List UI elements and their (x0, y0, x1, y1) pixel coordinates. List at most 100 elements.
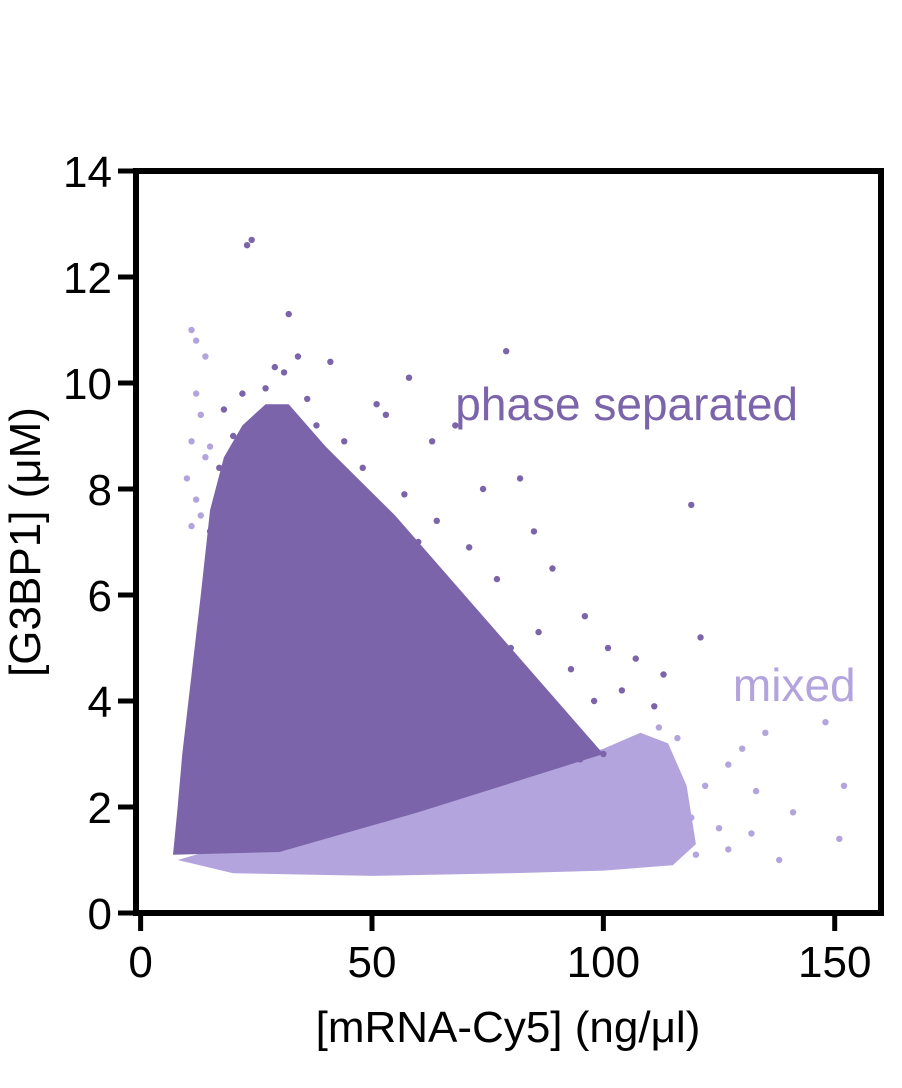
phase-separated-point (280, 369, 288, 376)
mixed-point (692, 851, 700, 858)
phase-separated-point (285, 310, 292, 318)
y-tick-label: 6 (88, 572, 112, 621)
phase-separated-point (174, 846, 181, 853)
phase-separated-point (660, 671, 667, 678)
phase-separated-point (262, 385, 269, 392)
phase-separated-point (401, 491, 408, 498)
phase-separated-point (290, 448, 297, 456)
phase-separated-point (373, 401, 380, 408)
phase-separated-point (493, 575, 501, 583)
phase-separated-point (391, 570, 399, 577)
mixed-point (192, 390, 200, 397)
y-axis-title: [G3BP1] (μM) (1, 407, 50, 677)
phase-separated-point (243, 242, 251, 249)
mixed-point (655, 724, 663, 731)
mixed-point (762, 729, 769, 736)
mixed-point (188, 326, 195, 334)
phase-separated-point (502, 348, 510, 355)
phase-separated-point (202, 591, 209, 599)
phase-separated-point (470, 666, 477, 673)
phase-separated-point (304, 395, 311, 403)
phase-separated-point (600, 750, 607, 758)
mixed-point (725, 761, 732, 768)
mixed-point (688, 814, 695, 821)
mixed-point (188, 438, 195, 445)
y-tick-label: 8 (88, 466, 112, 515)
mixed-point (202, 353, 209, 360)
x-tick-label: 50 (348, 938, 397, 987)
phase-separated-point (452, 422, 459, 429)
phase-separated-point (327, 358, 334, 365)
phase-separated-point (530, 528, 538, 535)
mixed-point (197, 512, 204, 519)
phase-separated-point (632, 655, 639, 662)
phase-separated-point (442, 634, 450, 641)
phase-separated-point (549, 565, 556, 572)
phase-separated-point (507, 644, 515, 652)
mixed-point (674, 734, 681, 742)
annotation-phase: phase separated (455, 378, 798, 430)
y-tick-label: 0 (88, 890, 112, 939)
mixed-point (840, 782, 848, 789)
phase-separated-point (688, 501, 695, 509)
mixed-point (822, 719, 829, 726)
mixed-point (188, 522, 195, 530)
phase-separated-point (465, 544, 473, 551)
phase-separated-point (183, 793, 191, 800)
phase-separated-point (502, 697, 510, 705)
mixed-point (738, 745, 746, 752)
phase-separated-point (415, 538, 422, 546)
mixed-point (715, 825, 723, 832)
x-tick-label: 100 (567, 938, 640, 987)
phase-separated-point (313, 422, 320, 429)
phase-separated-point (479, 485, 487, 493)
data-points (174, 236, 848, 864)
phase-separated-point (604, 644, 612, 652)
phase-separated-point (382, 411, 390, 418)
x-tick-label: 0 (128, 938, 152, 987)
mixed-point (192, 496, 200, 503)
phase-separated-point (206, 528, 214, 535)
mixed-point (752, 787, 760, 795)
y-tick-label: 12 (63, 254, 112, 303)
phase-separated-point (188, 750, 195, 758)
phase-separated-point (526, 719, 533, 726)
mixed-point (836, 835, 843, 842)
phase-separated-point (618, 687, 626, 694)
phase-separated-point (179, 825, 186, 832)
phase-separated-point (294, 353, 302, 360)
phase-separated-point (359, 464, 366, 471)
x-tick-label: 150 (798, 938, 871, 987)
x-axis-ticks: 0 50 100 150 (128, 913, 871, 987)
mixed-point (775, 856, 783, 864)
plot-frame (133, 168, 884, 916)
phase-separated-point (651, 703, 658, 710)
density-clusters (173, 404, 696, 876)
phase-separated-point (341, 438, 348, 445)
phase-separated-point (192, 697, 200, 705)
mixed-point (789, 809, 797, 816)
phase-separated-point (590, 697, 598, 705)
mixed-point (701, 782, 709, 789)
mixed-point (206, 443, 214, 450)
mixed-point (197, 411, 204, 418)
phase-separated-point (428, 438, 436, 445)
phase-separated-point (433, 517, 440, 524)
phase-separated-point (350, 533, 357, 540)
phase-separated-cluster (173, 404, 604, 855)
phase-separated-point (405, 374, 413, 381)
phase-separated-point (248, 236, 255, 244)
phase-separated-point (216, 464, 223, 471)
x-axis-title: [mRNA-Cy5] (ng/μl) (316, 1003, 701, 1052)
mixed-point (641, 766, 649, 774)
phase-separated-point (577, 756, 584, 763)
phase-separated-point (197, 644, 204, 652)
y-tick-label: 14 (63, 148, 112, 197)
y-tick-label: 4 (88, 678, 112, 727)
phase-separated-point (271, 363, 279, 371)
phase-separated-point (239, 390, 246, 397)
y-axis-ticks: 0 2 4 6 8 10 12 14 (63, 148, 136, 939)
phase-separated-point (567, 666, 575, 673)
phase-separated-point (229, 432, 237, 440)
